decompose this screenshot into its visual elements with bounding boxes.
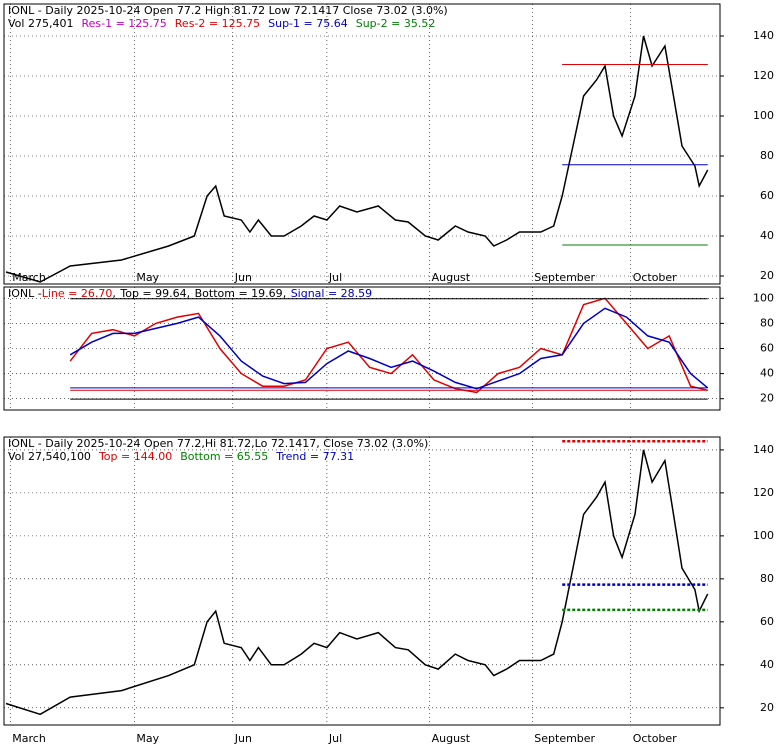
panel-frame [3,3,721,285]
panel-title: IONL - Daily 2025-10-24 Open 77.2,Hi 81.… [8,437,428,450]
level-label: Line = 26.70 [42,287,113,300]
separator: , [283,287,287,300]
level-label: Sup-2 = 35.52 [356,17,436,30]
y-tick-label: 60 [760,189,774,202]
x-tick-label: October [633,732,677,745]
y-tick-label: 100 [753,109,774,122]
x-tick-label: Jun [234,732,252,745]
y-tick-label: 120 [753,486,774,499]
x-tick-label: September [534,271,595,284]
y-tick-label: 40 [760,658,774,671]
level-label: Trend = 77.31 [275,450,354,463]
level-label: Res-2 = 125.75 [175,17,260,30]
level-label: Top = 144.00 [98,450,172,463]
x-tick-label: May [136,271,159,284]
y-tick-label: 20 [760,269,774,282]
level-label: Signal = 28.59 [291,287,373,300]
y-tick-label: 60 [760,615,774,628]
separator: , [112,287,116,300]
x-tick-label: March [12,732,46,745]
y-tick-label: 140 [753,29,774,42]
separator: , [187,287,191,300]
y-tick-label: 20 [760,392,774,405]
x-tick-label: October [633,271,677,284]
level-label: Bottom = 65.55 [180,450,268,463]
y-tick-label: 120 [753,69,774,82]
level-label: Sup-1 = 75.64 [268,17,348,30]
y-tick-label: 80 [760,149,774,162]
y-tick-label: 80 [760,572,774,585]
price-line [69,307,709,390]
y-tick-label: 80 [760,316,774,329]
level-label: Bottom = 19.69 [195,287,283,300]
x-tick-label: August [432,732,471,745]
panel-title: IONL - [8,287,42,300]
x-tick-label: Jul [328,271,342,284]
y-tick-label: 20 [760,701,774,714]
price-line [5,35,709,283]
price-line [5,449,709,716]
level-label: Top = 99.64 [119,287,186,300]
panel-subtitle: Vol 275,401 [8,17,73,30]
level-label: Res-1 = 125.75 [81,17,166,30]
y-tick-label: 100 [753,529,774,542]
x-tick-label: September [534,732,595,745]
y-tick-label: 40 [760,229,774,242]
y-tick-label: 140 [753,443,774,456]
x-tick-label: August [432,271,471,284]
y-tick-label: 100 [753,291,774,304]
x-tick-label: Jul [328,732,342,745]
y-tick-label: 40 [760,367,774,380]
panel-title: IONL - Daily 2025-10-24 Open 77.2 High 8… [8,4,448,17]
x-tick-label: Jun [234,271,252,284]
panel-frame [3,436,721,726]
panel-subtitle: Vol 27,540,100 [8,450,91,463]
price-line [69,297,708,394]
y-tick-label: 60 [760,342,774,355]
x-tick-label: May [136,732,159,745]
